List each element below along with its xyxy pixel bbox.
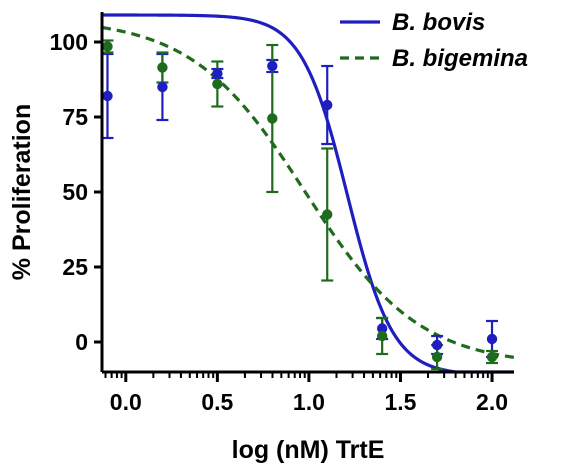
axes: 0 25 50 75 100 0.0 0.5 1.0 1.5 2.0 — [50, 12, 514, 415]
x-tick-label: 1.0 — [293, 389, 325, 415]
series-1-data-point — [376, 323, 388, 334]
series-2-data-point — [267, 113, 278, 124]
legend: B. bovis B. bigemina — [340, 9, 528, 72]
data-points — [102, 41, 498, 363]
series-1-fit-curve — [102, 13, 514, 374]
series-2-data-point — [102, 41, 113, 52]
y-tick-label: 25 — [62, 254, 88, 280]
series-2-data-point — [376, 330, 388, 342]
y-tick-label: 50 — [62, 179, 88, 205]
y-tick-label: 0 — [75, 329, 88, 355]
x-axis-title: log (nM) TrtE — [232, 436, 385, 464]
series-2-data-point — [486, 351, 498, 363]
series-1-data-point — [157, 81, 168, 93]
series-1-data-point — [267, 60, 278, 72]
y-tick-label: 100 — [50, 29, 88, 55]
series-1-data-point — [102, 90, 113, 102]
fit-curves — [101, 13, 515, 374]
series-2-data-point — [322, 209, 333, 220]
y-axis-title: % Proliferation — [8, 104, 36, 280]
x-tick-label: 0.5 — [201, 389, 233, 415]
legend-label-series-2: B. bigemina — [392, 45, 528, 72]
series-1-data-point — [212, 68, 223, 79]
legend-label-series-1: B. bovis — [392, 9, 485, 36]
x-tick-label: 1.5 — [384, 389, 416, 415]
y-tick-label: 75 — [62, 104, 88, 130]
series-1-data-point — [486, 333, 498, 345]
series-2-data-point — [157, 62, 168, 73]
x-tick-label: 2.0 — [476, 389, 508, 415]
series-2-data-point — [431, 351, 443, 363]
series-2-data-point — [212, 78, 223, 90]
series-1-data-point — [431, 339, 443, 351]
series-2-fit-curve — [101, 25, 515, 359]
series-1-data-point — [322, 99, 333, 111]
x-tick-label: 0.0 — [110, 389, 142, 415]
